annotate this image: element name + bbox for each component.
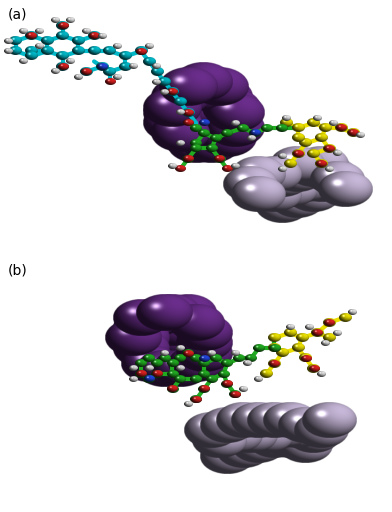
Text: (a): (a) [8,8,27,22]
Text: (b): (b) [8,264,27,278]
